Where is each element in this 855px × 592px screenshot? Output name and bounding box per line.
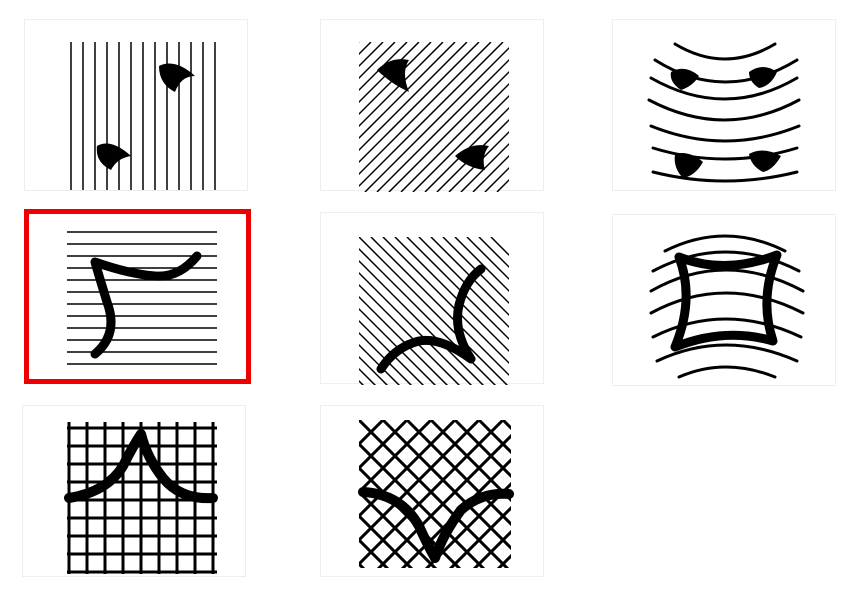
tile-5-image: [359, 237, 509, 385]
tile-1-image: [70, 42, 216, 190]
image-tile-4[interactable]: [24, 209, 251, 384]
image-tile-2[interactable]: [320, 19, 544, 192]
image-tile-8[interactable]: [320, 405, 544, 577]
tile-3-image: [647, 42, 801, 183]
image-tile-6[interactable]: [612, 214, 836, 386]
tile-2-image: [359, 42, 509, 192]
tile-8-image: [358, 420, 514, 568]
tile-7-image: [64, 422, 218, 574]
image-tile-7[interactable]: [22, 405, 246, 577]
image-tile-3[interactable]: [612, 19, 836, 191]
image-tile-5[interactable]: [320, 212, 544, 385]
tile-6-image: [649, 234, 805, 379]
image-tile-1[interactable]: [24, 19, 248, 191]
tile-4-image: [67, 231, 217, 365]
